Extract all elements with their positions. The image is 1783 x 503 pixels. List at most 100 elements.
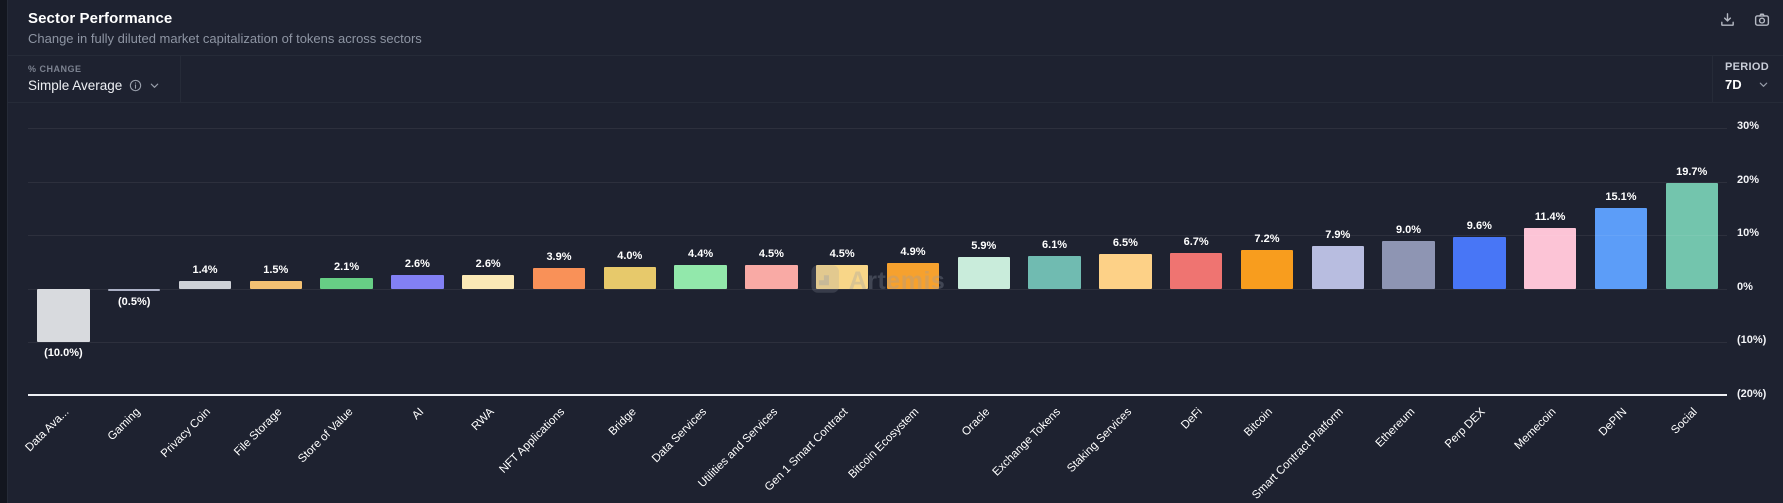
bar[interactable] <box>1594 207 1648 289</box>
gridline <box>28 342 1727 344</box>
bar-slot: 9.0% <box>1373 128 1444 394</box>
y-axis-tick-label: 20% <box>1737 173 1760 186</box>
bar[interactable] <box>1453 237 1506 289</box>
x-slot: DePIN <box>1586 396 1657 503</box>
bar-slot: 6.1% <box>1019 128 1090 394</box>
bar[interactable] <box>957 257 1010 289</box>
x-axis-label: Bridge <box>606 406 639 438</box>
bar[interactable] <box>532 267 586 289</box>
bar-value-label: (0.5%) <box>118 296 151 309</box>
bar[interactable] <box>815 264 869 289</box>
y-axis: 30% 20% 10% 0% (10%) (20%) <box>1727 120 1783 400</box>
bar-value-label: 1.5% <box>263 263 289 276</box>
gridline <box>28 128 1727 129</box>
bar-value-label: 2.6% <box>475 257 501 270</box>
bar[interactable] <box>178 281 232 289</box>
page-subtitle: Change in fully diluted market capitaliz… <box>28 31 422 46</box>
bar[interactable] <box>1028 256 1081 289</box>
bar-value-label: 5.9% <box>971 240 997 253</box>
download-button[interactable] <box>1717 9 1738 30</box>
chart-header: Sector Performance Change in fully dilut… <box>8 0 1783 56</box>
gridline <box>28 288 1727 290</box>
bar[interactable] <box>461 274 515 289</box>
bar-slot: 15.1% <box>1586 128 1657 394</box>
bar-value-label: 19.7% <box>1676 166 1708 179</box>
bar-slot: 4.0% <box>594 128 665 394</box>
bar-slot: 2.6% <box>453 128 524 394</box>
screenshot-button[interactable] <box>1751 9 1773 30</box>
bar[interactable] <box>37 288 90 343</box>
bar-value-label: 4.4% <box>688 248 714 261</box>
bar-slot: 1.4% <box>170 128 241 394</box>
bar-value-label: 9.6% <box>1466 220 1492 233</box>
bar[interactable] <box>603 267 656 289</box>
bar-slot: 9.6% <box>1444 128 1515 394</box>
bar[interactable] <box>886 262 940 289</box>
bar-value-label: 6.5% <box>1112 236 1138 249</box>
bars-row: (10.0%) (0.5%) 1.4% 1.5% 2.1% 2.6% 2.6% 3.9% 4.0… <box>28 128 1727 394</box>
x-slot: Oracle <box>948 396 1019 503</box>
metric-dropdown[interactable]: % CHANGE Simple Average <box>8 56 181 102</box>
bar[interactable] <box>1382 240 1435 289</box>
bar-value-label: 6.7% <box>1183 235 1209 248</box>
metric-label: % CHANGE <box>28 64 82 74</box>
bar-value-label: 6.1% <box>1042 239 1068 252</box>
bar-slot: 4.5% <box>807 128 878 394</box>
x-slot: AI <box>382 396 453 503</box>
bar-value-label: 1.4% <box>192 264 218 277</box>
x-axis-label: File Storage <box>231 406 285 459</box>
bar[interactable] <box>249 280 302 289</box>
bar-value-label: 4.5% <box>829 247 855 260</box>
x-slot: Memecoin <box>1512 396 1586 503</box>
x-slot: Gen 1 Smart Contract <box>763 396 878 503</box>
bar-value-label: 4.5% <box>758 247 784 260</box>
bar-slot: 4.4% <box>665 128 736 394</box>
bar-value-label: 3.9% <box>546 250 572 263</box>
bar[interactable] <box>745 264 798 289</box>
x-slot: Data Ava... <box>24 396 99 503</box>
sector-performance-card: Sector Performance Change in fully dilut… <box>7 0 1783 503</box>
bar[interactable] <box>108 288 161 292</box>
x-slot: Ethereum <box>1373 396 1444 503</box>
bar-value-label: 15.1% <box>1605 190 1637 203</box>
x-slot: Social <box>1656 396 1727 503</box>
bar-slot: 3.9% <box>524 128 595 394</box>
metric-value: Simple Average <box>28 78 123 93</box>
x-slot: RWA <box>453 396 524 503</box>
x-axis-label: Memecoin <box>1512 406 1559 453</box>
bar-slot: 5.9% <box>948 128 1019 394</box>
y-axis-tick-label: 10% <box>1737 227 1760 240</box>
bar[interactable] <box>1240 250 1294 289</box>
bar[interactable] <box>1311 246 1364 289</box>
bar[interactable] <box>1169 252 1223 289</box>
period-dropdown[interactable]: PERIOD 7D <box>1712 56 1783 102</box>
bar[interactable] <box>391 274 444 289</box>
y-axis-tick-label: 30% <box>1737 120 1760 132</box>
bar[interactable] <box>674 265 727 289</box>
bar-slot: 7.9% <box>1302 128 1373 394</box>
bar-value-label: 11.4% <box>1534 210 1566 223</box>
x-axis-label: RWA <box>469 406 497 434</box>
bar[interactable] <box>320 277 373 289</box>
x-slot: Data Services <box>650 396 736 503</box>
bar-slot: 4.9% <box>878 128 949 394</box>
gridline <box>28 235 1727 237</box>
x-axis-label: Oracle <box>959 406 993 439</box>
info-icon[interactable] <box>129 79 142 92</box>
page-title: Sector Performance <box>28 10 173 27</box>
chart-controls: % CHANGE Simple Average PERIOD 7D <box>8 56 1783 103</box>
bar-value-label: 4.9% <box>900 245 926 258</box>
x-slot: File Storage <box>232 396 311 503</box>
gridline <box>28 181 1727 183</box>
bar-value-label: (10.0%) <box>44 347 83 360</box>
bar-slot: 6.7% <box>1161 128 1232 394</box>
bar[interactable] <box>1099 253 1152 289</box>
chart-section: (10.0%) (0.5%) 1.4% 1.5% 2.1% 2.6% 2.6% 3.9% 4.0… <box>8 103 1783 503</box>
x-slot: Exchange Tokens <box>991 396 1090 503</box>
period-label: PERIOD <box>1725 61 1769 73</box>
bar[interactable] <box>1665 183 1718 289</box>
bar-slot: 2.6% <box>382 128 453 394</box>
y-axis-tick-label: (10%) <box>1737 334 1767 347</box>
bar[interactable] <box>1523 227 1577 289</box>
chevron-down-icon <box>149 80 160 91</box>
